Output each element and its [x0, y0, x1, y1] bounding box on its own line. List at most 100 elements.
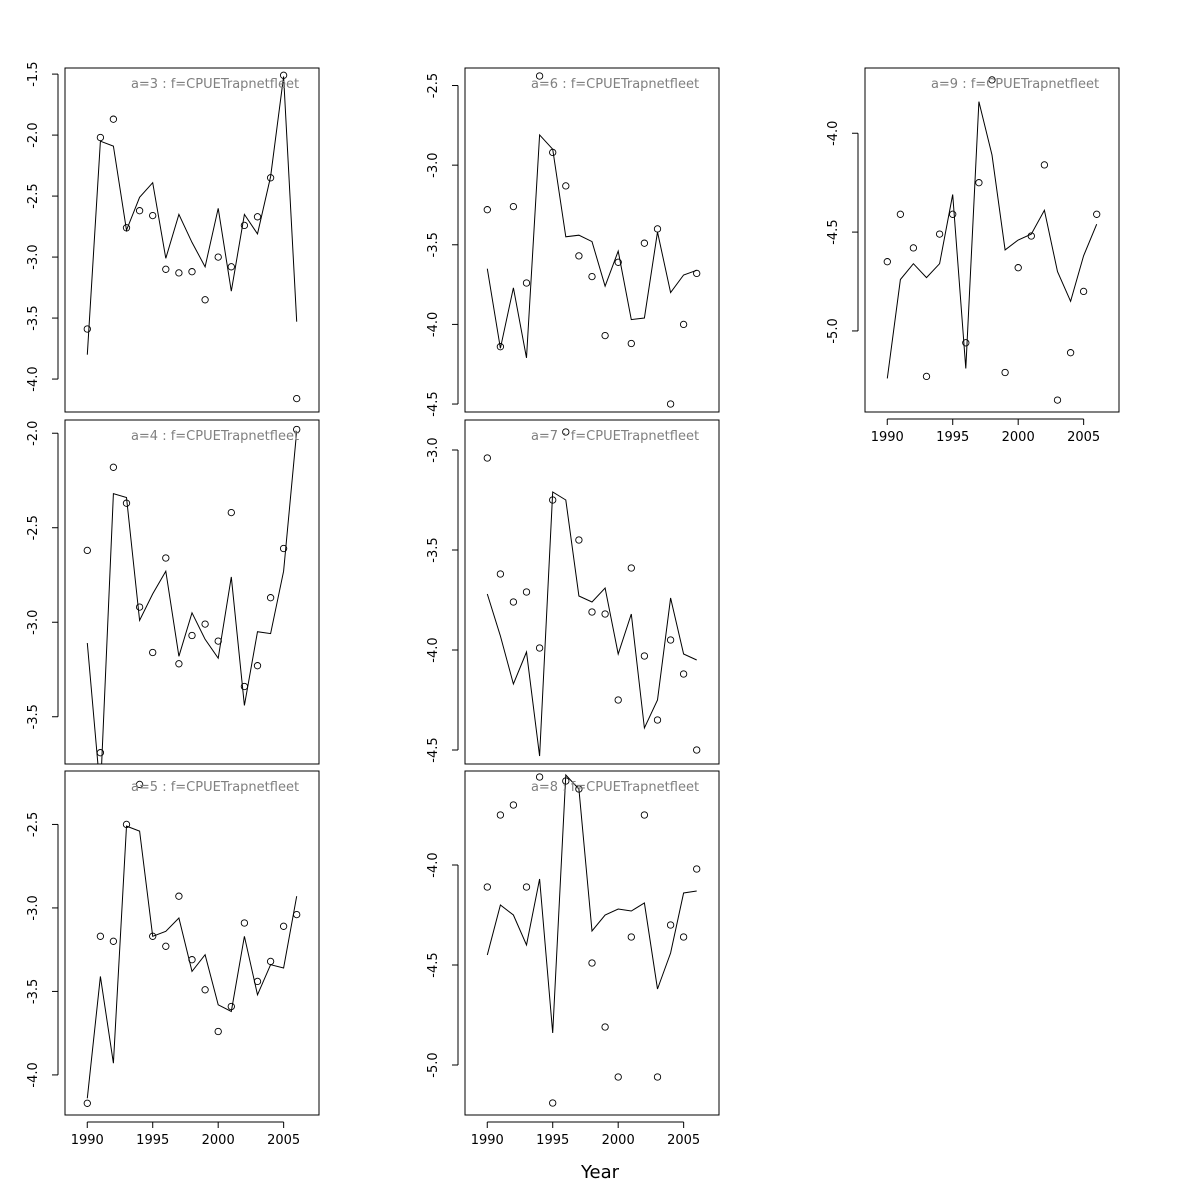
panel-a9: -5.0 -4.5 -4.0 1990 1995 2000 2005 a=9 : f=CPUE… [826, 67, 1120, 445]
observed-point-a6 [588, 272, 596, 281]
observed-point-a5 [293, 910, 301, 919]
observed-point-a6 [562, 182, 570, 190]
observed-point-a3 [240, 221, 249, 230]
observed-point-a5 [240, 919, 249, 927]
observed-point-a8 [588, 959, 596, 967]
observed-point-a3 [253, 213, 262, 221]
observed-point-a6 [666, 400, 675, 408]
observed-point-a6 [509, 202, 518, 211]
observed-point-a3 [96, 133, 105, 142]
observed-point-a5 [109, 937, 118, 945]
observed-point-a7 [509, 598, 518, 606]
observed-point-a3 [149, 211, 157, 220]
x-axis-a9: 1990 1995 2000 2005 [871, 418, 1100, 445]
plot-frame-a4 [64, 419, 320, 765]
observed-point-a3 [162, 265, 170, 273]
observed-point-a9 [883, 258, 891, 266]
fitted-line-a9 [886, 101, 1098, 379]
observed-point-a9 [988, 76, 996, 84]
observed-point-a5 [201, 986, 209, 994]
observed-point-a8 [653, 1073, 662, 1081]
data-a8 [483, 773, 701, 1107]
observed-point-a9 [922, 372, 931, 381]
observed-point-a3 [135, 207, 144, 215]
observed-point-a4 [122, 499, 131, 507]
x-axis-label: Year [580, 1162, 620, 1183]
y-tick-label-a6: -4.5 [426, 391, 441, 416]
y-tick-label-a3: -2.5 [26, 183, 41, 208]
y-tick-label-a5: -4.0 [26, 1062, 41, 1087]
observed-point-a4 [240, 682, 249, 691]
x-axis-a5: 1990 1995 2000 2005 [71, 1121, 300, 1148]
x-tick-label-a9: 2000 [1002, 430, 1035, 445]
y-axis-a6: -4.5 -4.0 -3.5 -3.0 -2.5 [426, 73, 459, 417]
fitted-line-a3 [86, 76, 298, 355]
observed-point-a7 [535, 644, 544, 652]
panel-a8: -5.0 -4.5 -4.0 1990 1995 2000 2005 a=8 : f=CPUE… [426, 770, 720, 1148]
plot-frame-a6 [464, 67, 720, 413]
observed-point-a7 [588, 608, 596, 616]
observed-point-a8 [666, 921, 675, 929]
observed-point-a3 [279, 71, 288, 79]
observed-point-a5 [266, 957, 275, 966]
x-tick-label-a5: 2000 [202, 1133, 235, 1148]
y-tick-label-a4: -2.5 [26, 515, 41, 540]
x-tick-label-a8: 2000 [602, 1133, 635, 1148]
observed-point-a9 [935, 230, 944, 238]
observed-point-a9 [1066, 349, 1075, 357]
observed-point-a5 [96, 932, 105, 940]
data-a4 [83, 425, 301, 764]
observed-point-a7 [549, 496, 557, 504]
observed-point-a8 [483, 883, 491, 891]
fitted-line-a8 [486, 773, 697, 1034]
observed-point-a8 [627, 933, 635, 941]
y-axis-a3: -4.0 -3.5 -3.0 -2.5 -2.0 -1.5 [26, 61, 59, 392]
observed-point-a3 [122, 224, 131, 232]
observed-point-a4 [227, 508, 235, 517]
y-tick-label-a4: -2.0 [26, 421, 41, 446]
panel-title-a4: a=4 : f=CPUETrapnetfleet [131, 429, 299, 444]
y-tick-label-a7: -4.0 [426, 637, 441, 662]
observed-point-a5 [149, 932, 157, 940]
plot-frame-a5 [64, 770, 320, 1116]
observed-point-a7 [601, 610, 609, 618]
observed-point-a9 [896, 210, 905, 218]
panel-title-a9: a=9 : f=CPUETrapnetfleet [931, 77, 1099, 92]
observed-point-a8 [575, 785, 583, 793]
panel-a5: -4.0 -3.5 -3.0 -2.5 1990 1995 2000 2005 a=5 : f=… [26, 770, 320, 1148]
x-axis-a8: 1990 1995 2000 2005 [471, 1121, 700, 1148]
y-tick-label-a3: -2.0 [26, 122, 41, 147]
observed-point-a3 [83, 325, 91, 333]
x-tick-label-a5: 1990 [71, 1133, 104, 1148]
observed-point-a3 [201, 296, 209, 304]
observed-point-a5 [135, 780, 144, 789]
observed-point-a9 [1040, 161, 1049, 169]
observed-point-a9 [962, 339, 970, 347]
observed-point-a9 [909, 244, 918, 252]
observed-point-a8 [640, 811, 649, 819]
observed-point-a7 [679, 670, 688, 678]
y-tick-label-a7: -3.5 [426, 537, 441, 562]
observed-point-a7 [496, 570, 505, 578]
observed-point-a4 [188, 631, 196, 640]
observed-point-a3 [227, 263, 235, 271]
observed-point-a6 [522, 279, 531, 287]
y-axis-a4: -3.5 -3.0 -2.5 -2.0 [26, 421, 59, 729]
observed-point-a3 [109, 115, 118, 123]
y-tick-label-a4: -3.0 [26, 610, 41, 635]
observed-point-a4 [175, 660, 183, 668]
observed-point-a7 [614, 696, 622, 704]
observed-point-a5 [188, 956, 196, 964]
y-tick-label-a6: -3.0 [426, 152, 441, 177]
y-axis-a5: -4.0 -3.5 -3.0 -2.5 [26, 812, 59, 1088]
observed-point-a9 [1093, 210, 1101, 218]
y-tick-label-a9: -4.5 [826, 219, 841, 244]
x-tick-label-a8: 1995 [536, 1133, 569, 1148]
observed-point-a6 [575, 252, 583, 260]
observed-point-a4 [293, 425, 301, 434]
y-axis-a9: -5.0 -4.5 -4.0 [826, 121, 859, 344]
panel-a6: -4.5 -4.0 -3.5 -3.0 -2.5 a=6 : f=CPUETrapnetf… [426, 67, 720, 417]
y-axis-a7: -4.5 -4.0 -3.5 -3.0 [426, 437, 459, 763]
observed-point-a8 [614, 1073, 622, 1081]
